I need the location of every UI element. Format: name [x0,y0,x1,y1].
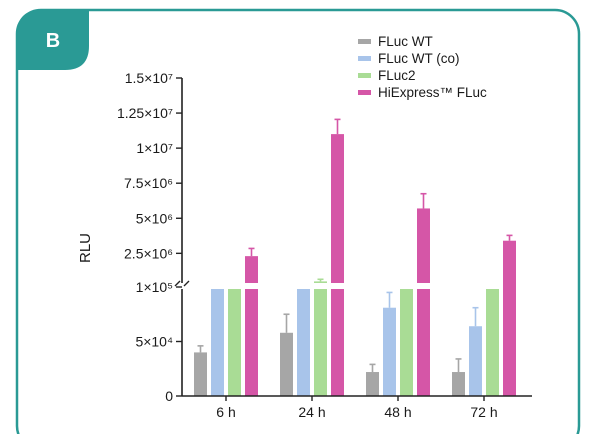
y-tick-label: 1.25×10⁷ [117,105,173,121]
y-tick-label: 5×10⁴ [135,334,173,350]
legend-label: FLuc2 [378,68,416,83]
bar [452,372,465,396]
y-axis-title: RLU [77,233,94,263]
bar [366,372,379,396]
bar [228,286,241,396]
bar [211,287,224,396]
x-tick-label: 6 h [216,404,235,420]
bar [297,287,310,396]
bar [486,287,499,396]
y-tick-labels: 0 5×10⁴ 1×10⁵ 2.5×10⁶ 5×10⁶ 7.5×10⁶ 1×10⁷ 1.25×… [117,70,173,404]
x-tick-labels: 6 h 24 h 48 h 72 h [216,404,497,420]
legend-swatch [358,73,371,78]
legend: FLuc WT FLuc WT (co) FLuc2 HiExpress™ FLuc [358,34,487,100]
axis-break-gap [150,283,502,289]
legend-swatch [358,90,371,95]
y-tick-label: 2.5×10⁶ [124,245,173,261]
y-tick-label: 1×10⁷ [136,140,173,156]
bar [469,326,482,396]
bar [400,286,413,396]
legend-label: FLuc WT [378,34,433,49]
bar [503,240,516,396]
y-tick-label: 1×10⁵ [136,279,173,295]
y-tick-label: 7.5×10⁶ [124,175,173,191]
legend-label: HiExpress™ FLuc [378,85,487,100]
y-tick-label: 0 [165,388,173,404]
bar [280,332,293,396]
y-tick-label: 1.5×10⁷ [125,70,173,86]
axes-layer [174,77,532,401]
x-tick-label: 48 h [384,404,411,420]
bar [245,256,258,396]
panel-letter: B [46,30,60,52]
legend-label: FLuc WT (co) [378,51,460,66]
x-tick-label: 72 h [470,404,497,420]
panel-frame [15,8,581,434]
panel-badge [17,10,89,70]
axis-break-mark [174,280,190,287]
bar [417,208,430,396]
bars-layer [150,118,516,397]
x-tick-label: 24 h [298,404,325,420]
bar [383,307,396,396]
y-tick-label: 5×10⁶ [136,210,173,226]
legend-swatch [358,56,371,61]
bar [314,281,327,396]
bar [331,134,344,397]
bar [194,352,207,396]
legend-swatch [358,39,371,44]
